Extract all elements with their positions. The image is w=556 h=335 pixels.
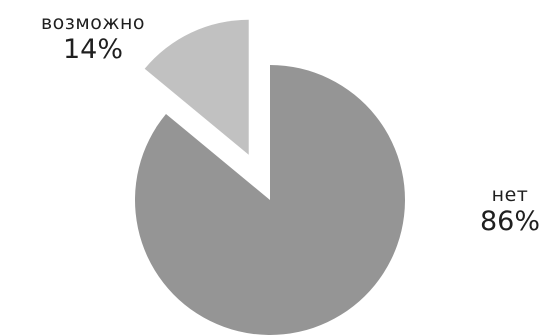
data-label-vozmozhno: возможно 14% xyxy=(14,12,172,65)
data-label-net: нет 86% xyxy=(464,184,556,237)
slice-value-vozmozhno: 14% xyxy=(62,34,123,65)
pie-slice-net[interactable] xyxy=(135,65,405,335)
slice-value-net: 86% xyxy=(479,206,540,237)
slice-name-vozmozhno: возможно xyxy=(40,12,146,34)
slice-name-net: нет xyxy=(491,184,529,206)
pie-slice-vozmozhno[interactable] xyxy=(144,19,249,155)
